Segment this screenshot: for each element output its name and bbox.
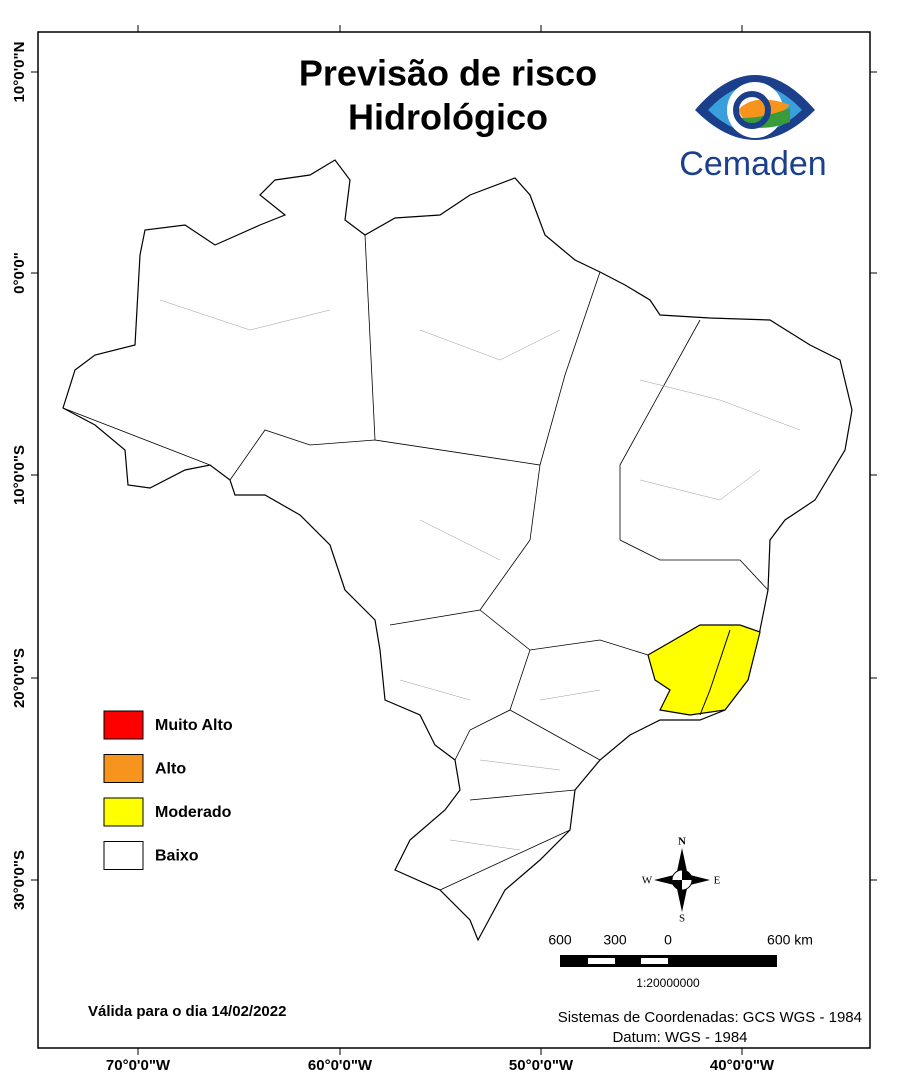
scale-bar: 600 300 0 600 km 1:20000000 — [548, 932, 813, 990]
compass-s: S — [679, 913, 685, 925]
state-borders — [62, 234, 769, 891]
latitude-label: 10°0'0"S — [11, 445, 28, 505]
scale-label: 300 — [603, 932, 627, 948]
longitude-label: 60°0'0"W — [308, 1057, 373, 1074]
scale-label: 0 — [664, 932, 672, 948]
compass-e: E — [714, 875, 721, 887]
title-line1: Previsão de risco — [299, 53, 597, 94]
logo-text: Cemaden — [679, 145, 826, 183]
latitude-label: 30°0'0"S — [11, 850, 28, 910]
compass-n: N — [678, 836, 686, 848]
legend-label: Muito Alto — [155, 717, 233, 734]
scale-label: 600 — [548, 932, 572, 948]
latitude-label: 0°0'0" — [11, 252, 28, 294]
coordinate-labels: 10°0'0"N 0°0'0" 10°0'0"S 20°0'0"S 30°0'0"S 70… — [11, 25, 877, 1074]
compass-rose: N S E W — [642, 836, 721, 925]
scale-ratio: 1:20000000 — [636, 976, 700, 990]
longitude-label: 40°0'0"W — [710, 1057, 775, 1074]
legend-swatch — [103, 797, 144, 827]
moderate-risk-area — [647, 624, 761, 716]
state-borders-minor — [159, 299, 801, 851]
validity-date: Válida para o dia 14/02/2022 — [88, 1003, 286, 1020]
compass-w: W — [642, 875, 653, 887]
crs-system: Sistemas de Coordenadas: GCS WGS - 1984 — [558, 1009, 862, 1026]
legend-label: Alto — [155, 761, 186, 778]
legend-swatch — [103, 841, 144, 870]
legend-swatch — [103, 710, 144, 740]
scale-label: 600 km — [767, 932, 813, 948]
latitude-label: 20°0'0"S — [11, 648, 28, 708]
moderate-internal-borders — [699, 629, 731, 716]
crs-datum: Datum: WGS - 1984 — [612, 1029, 747, 1046]
longitude-label: 50°0'0"W — [509, 1057, 574, 1074]
logo: Cemaden — [679, 75, 827, 183]
longitude-label: 70°0'0"W — [106, 1057, 171, 1074]
legend-swatch — [103, 754, 144, 783]
title-line2: Hidrológico — [348, 97, 548, 138]
legend: Muito Alto Alto Moderado Baixo — [103, 710, 233, 870]
legend-label: Baixo — [155, 848, 199, 865]
legend-label: Moderado — [155, 804, 232, 821]
latitude-label: 10°0'0"N — [11, 42, 28, 103]
